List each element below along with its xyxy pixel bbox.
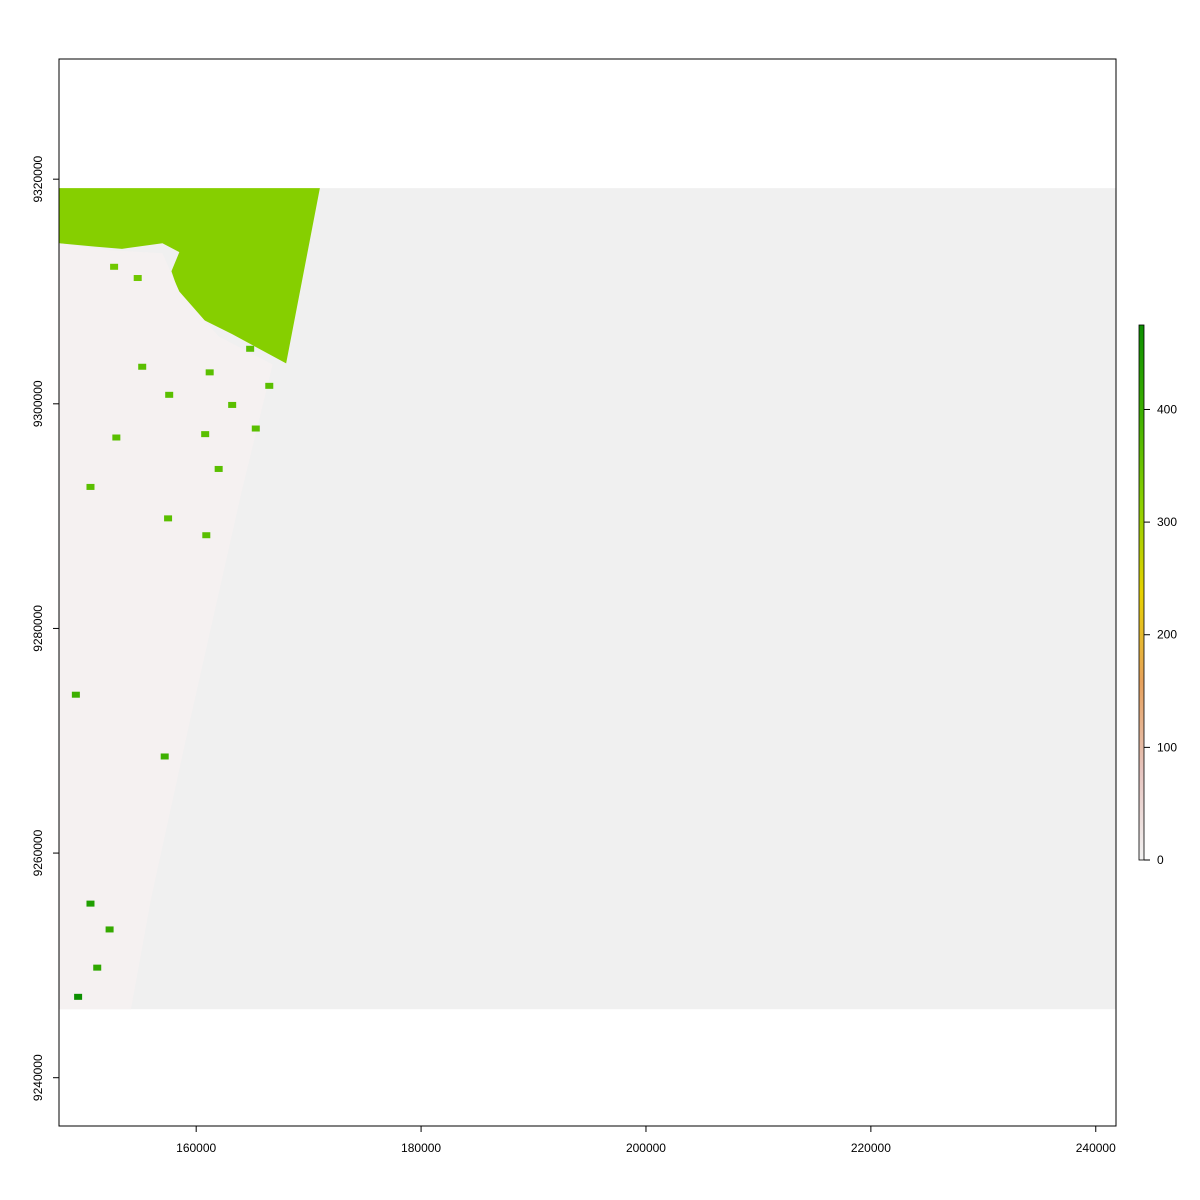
legend-color-bar [1138,324,1145,861]
raster-patch [251,425,260,432]
x-tick-label: 240000 [1076,1141,1116,1155]
raster-layer [59,188,1116,1010]
x-tick-label: 160000 [176,1141,216,1155]
raster-patch [265,382,274,389]
raster-patch [112,434,121,441]
x-tick-label: 180000 [401,1141,441,1155]
x-tick-label: 200000 [626,1141,666,1155]
y-tick-label: 9260000 [31,829,45,876]
raster-patch [246,345,255,352]
raster-patch [86,483,95,490]
y-tick-label: 9240000 [31,1054,45,1101]
y-tick-label: 9280000 [31,605,45,652]
raster-patch [214,465,223,472]
raster-patch [93,964,102,971]
raster-patch [110,263,119,270]
color-legend: 0 100 200 300 400 [1138,324,1177,867]
y-tick-label: 9320000 [31,155,45,202]
raster-patch [201,431,210,438]
raster-patch [228,401,237,408]
plot-frame [58,58,1117,1127]
raster-patch [133,275,142,282]
raster-patch [205,369,214,376]
x-tick-label: 220000 [851,1141,891,1155]
high-value-patch [59,188,320,364]
legend-tick-label: 400 [1157,402,1177,416]
y-tick-label: 9300000 [31,380,45,427]
raster-patch [71,691,80,698]
raster-patch [105,926,114,933]
y-axis: 9240000 9260000 9280000 9300000 9320000 [31,155,59,1101]
raster-patch [74,993,83,1000]
legend-tick-label: 200 [1157,628,1177,642]
raster-patch [138,363,147,370]
legend-tick-label: 300 [1157,515,1177,529]
raster-patch [86,900,95,907]
legend-tick-label: 100 [1157,740,1177,754]
legend-tick-label: 0 [1157,853,1164,867]
raster-patch [202,532,211,539]
raster-patch [164,515,173,522]
x-axis: 160000 180000 200000 220000 240000 [176,1126,1116,1155]
raster-patch [160,753,169,760]
raster-patch [165,391,174,398]
